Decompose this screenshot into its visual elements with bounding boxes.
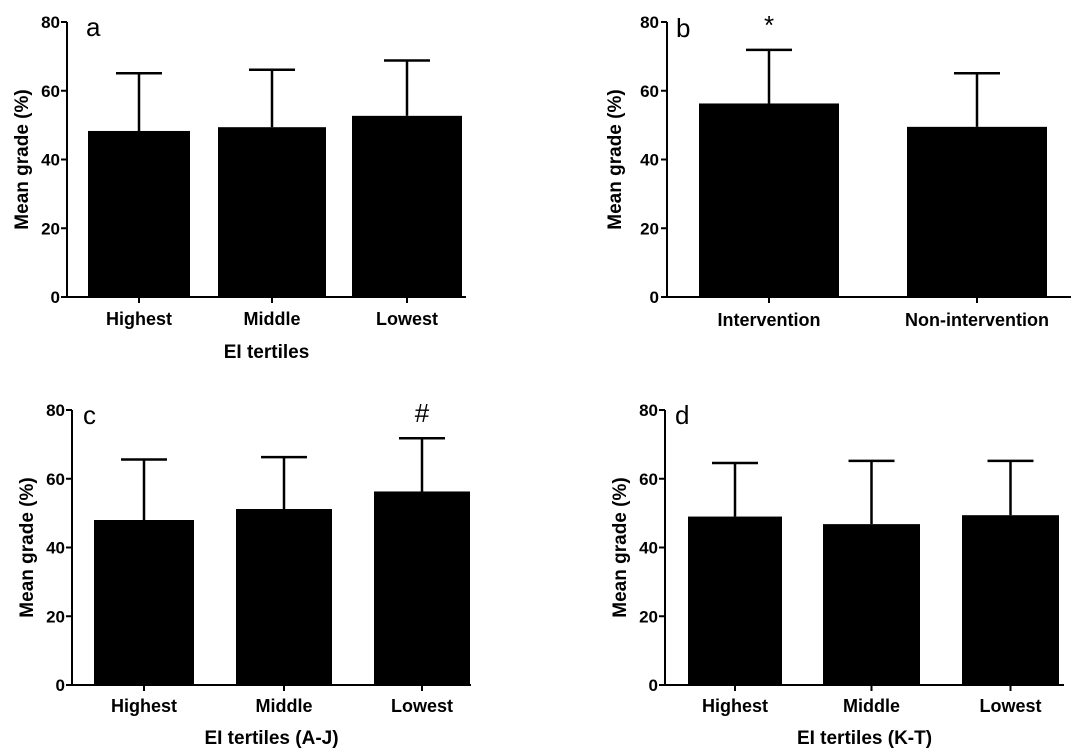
bar-middle — [218, 127, 326, 297]
bar-lowest — [352, 115, 462, 297]
y-tick-label: 0 — [650, 288, 659, 307]
bar-highest — [94, 520, 194, 685]
category-label: Intervention — [717, 310, 820, 330]
y-tick-label: 0 — [51, 288, 60, 307]
bar-non-intervention — [907, 126, 1047, 297]
chart-panel-c: c 0 20 40 60 80 Mean grade (%) Highest Middle Low… — [17, 398, 471, 749]
y-tick-label: 20 — [639, 607, 658, 626]
panel-letter: b — [676, 13, 690, 43]
y-tick-label: 20 — [41, 219, 60, 238]
x-axis-title: EI tertiles (A-J) — [204, 728, 338, 749]
bar-lowest — [962, 515, 1059, 685]
y-axis-title: Mean grade (%) — [610, 477, 631, 617]
category-label: Highest — [111, 696, 177, 716]
y-tick-label: 0 — [649, 676, 658, 695]
bar-middle — [236, 509, 332, 685]
chart-panel-d: d 0 20 40 60 80 Mean grade (%) Highest Middle Low… — [610, 400, 1064, 749]
x-axis-title: EI tertiles (K-T) — [797, 728, 932, 749]
bar-intervention — [699, 103, 839, 297]
category-label: Non-intervention — [905, 310, 1049, 330]
y-tick-label: 60 — [41, 82, 60, 101]
y-axis-title: Mean grade (%) — [17, 477, 38, 617]
category-label: Middle — [843, 696, 900, 716]
bar-lowest — [374, 491, 470, 685]
chart-panel-a: a 0 20 40 60 80 Mean grade (%) Highest Middle Low… — [12, 12, 466, 363]
y-tick-label: 60 — [639, 470, 658, 489]
category-label: Middle — [244, 309, 301, 329]
panel-letter: a — [86, 12, 101, 42]
y-tick-label: 40 — [639, 539, 658, 558]
significance-marker: * — [764, 10, 774, 40]
y-tick-label: 80 — [640, 13, 659, 32]
panel-letter: d — [675, 400, 689, 430]
x-axis-title: EI tertiles — [224, 342, 310, 363]
y-tick-label: 80 — [46, 401, 65, 420]
y-tick-label: 80 — [639, 401, 658, 420]
category-label: Lowest — [391, 696, 453, 716]
chart-panel-b: b 0 20 40 60 80 Mean grade (%) Intervention Non-… — [605, 10, 1071, 330]
y-tick-label: 20 — [46, 607, 65, 626]
y-tick-label: 20 — [640, 219, 659, 238]
category-label: Highest — [106, 309, 172, 329]
significance-marker: # — [415, 398, 430, 428]
y-axis-title: Mean grade (%) — [605, 89, 626, 229]
category-label: Lowest — [376, 309, 438, 329]
y-tick-label: 0 — [56, 676, 65, 695]
y-tick-label: 40 — [46, 539, 65, 558]
y-axis-title: Mean grade (%) — [12, 89, 33, 229]
panel-letter: c — [83, 400, 96, 430]
y-tick-label: 60 — [46, 470, 65, 489]
y-tick-label: 60 — [640, 82, 659, 101]
bar-highest — [688, 516, 782, 685]
y-tick-label: 80 — [41, 13, 60, 32]
category-label: Lowest — [979, 696, 1041, 716]
y-tick-label: 40 — [41, 151, 60, 170]
category-label: Middle — [256, 696, 313, 716]
bar-middle — [823, 524, 920, 685]
y-tick-label: 40 — [640, 151, 659, 170]
bar-highest — [88, 130, 190, 297]
category-label: Highest — [702, 696, 768, 716]
